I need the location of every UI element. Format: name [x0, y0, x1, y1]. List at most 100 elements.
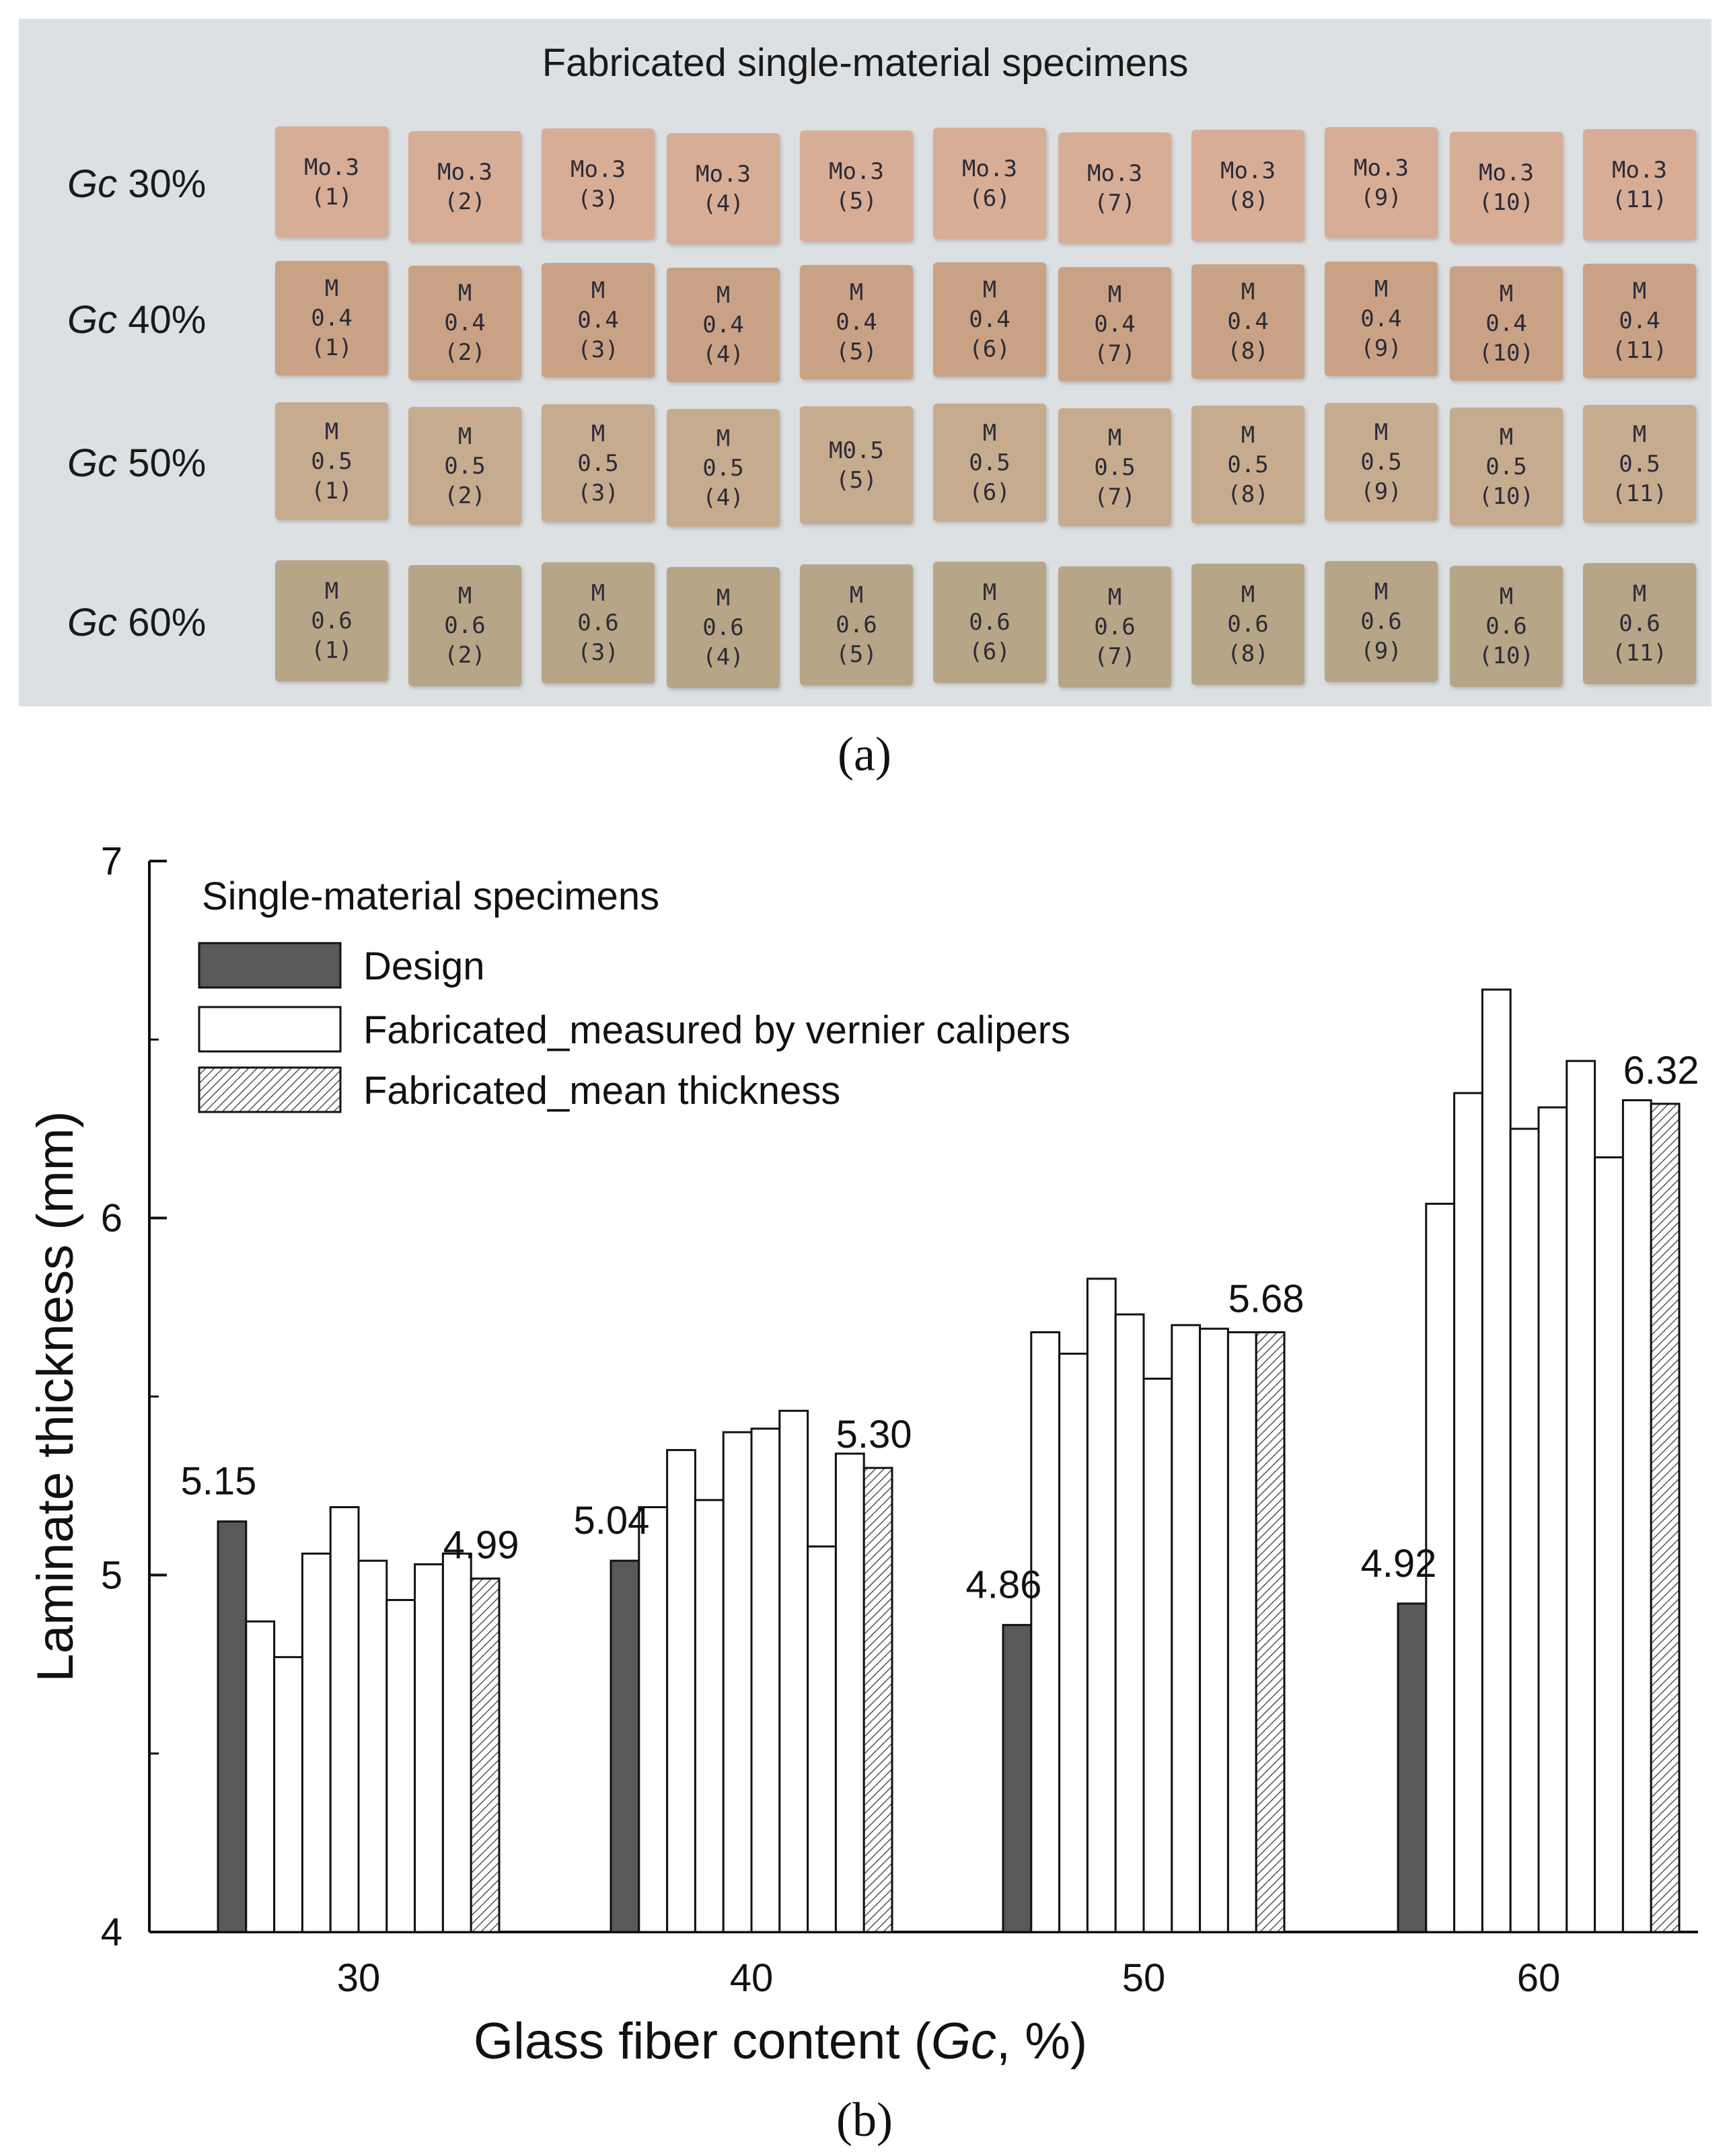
bar-measured	[1142, 1377, 1173, 1933]
bar-measured	[414, 1563, 444, 1933]
specimen-label: Mo.3 (11)	[1612, 156, 1667, 213]
specimen-tile: M 0.6 (9)	[1325, 561, 1438, 682]
specimen-tile: M 0.6 (11)	[1583, 563, 1696, 684]
specimen-label: M 0.4 (5)	[836, 279, 877, 365]
specimen-label: M 0.5 (3)	[577, 420, 619, 507]
specimen-label: Mo.3 (5)	[829, 157, 884, 215]
specimen-label: M 0.4 (3)	[577, 277, 619, 363]
specimen-tile: Mo.3 (7)	[1058, 133, 1171, 244]
bar-measured	[301, 1552, 332, 1933]
bar-mean	[862, 1466, 893, 1933]
y-tick-label: 6	[101, 1197, 122, 1240]
x-tick-label: 60	[1517, 1956, 1561, 2000]
x-tick-label: 40	[730, 1956, 774, 2000]
specimen-label: M 0.5 (11)	[1612, 420, 1667, 507]
bar-measured	[1537, 1106, 1568, 1933]
specimen-tile: M 0.4 (8)	[1191, 264, 1304, 379]
specimen-label: M 0.5 (9)	[1360, 418, 1402, 505]
specimen-label: M 0.5 (6)	[969, 419, 1010, 506]
specimen-tile: M 0.4 (10)	[1450, 266, 1563, 381]
specimen-tile: M 0.4 (5)	[800, 265, 913, 379]
bar-measured	[1030, 1331, 1061, 1933]
legend-label: Design	[363, 944, 485, 988]
thickness-bar-chart: 4 5 6 7 30 5.15 4.99 40 5.04 5.30 50 4.86 5.68 60 4.92…	[27, 840, 1699, 2147]
specimen-label: M 0.4 (2)	[444, 280, 486, 366]
specimen-tile: M 0.5 (11)	[1583, 405, 1696, 523]
specimen-label: M 0.6 (10)	[1479, 583, 1534, 669]
specimen-label: M0.5 (5)	[829, 437, 884, 494]
bar-design	[610, 1559, 640, 1933]
specimen-tile: M 0.6 (5)	[800, 564, 913, 685]
y-tick-label: 4	[101, 1910, 122, 1954]
specimen-tile: M 0.6 (3)	[542, 562, 655, 683]
bar-measured	[1226, 1331, 1257, 1933]
bar-measured	[273, 1656, 303, 1933]
specimen-label: M 0.6 (3)	[577, 580, 619, 666]
specimen-tile: M 0.4 (9)	[1325, 262, 1438, 376]
specimen-tile: Mo.3 (9)	[1325, 127, 1438, 238]
specimen-label: M 0.5 (8)	[1227, 421, 1269, 508]
bar-measured	[1086, 1277, 1117, 1933]
legend-label: Fabricated_measured by vernier calipers	[363, 1008, 1070, 1052]
specimen-tile: M 0.5 (6)	[933, 404, 1046, 521]
specimen-tile: Mo.3 (1)	[275, 126, 388, 237]
label-design: 4.86	[965, 1563, 1041, 1607]
specimen-label: M 0.5 (10)	[1479, 423, 1534, 510]
label-mean: 6.32	[1623, 1049, 1699, 1092]
bar-design	[217, 1520, 248, 1933]
caption-b: (b)	[836, 2093, 893, 2147]
row-label-gc-60: Gc 60%	[67, 601, 207, 644]
specimen-tile: M 0.4 (2)	[408, 266, 521, 380]
row-label-gc-50: Gc 50%	[67, 441, 207, 485]
specimen-label: M 0.5 (4)	[702, 424, 744, 511]
x-tick-label: 50	[1122, 1956, 1166, 2000]
bar-measured	[834, 1452, 865, 1933]
bar-measured	[638, 1506, 669, 1933]
specimen-label: Mo.3 (8)	[1220, 157, 1276, 214]
bar-measured	[385, 1598, 416, 1933]
x-axis-title: Glass fiber content (Gc, %)	[474, 2013, 1087, 2070]
specimen-label: M 0.5 (1)	[311, 418, 353, 505]
bar-measured	[329, 1506, 360, 1933]
bar-mean	[470, 1577, 501, 1933]
specimen-label: M 0.6 (5)	[836, 582, 877, 668]
specimen-label: M 0.4 (4)	[702, 282, 744, 368]
specimen-tile: M 0.6 (1)	[275, 560, 388, 681]
bar-design	[1002, 1624, 1033, 1933]
row-label-gc-30: Gc 30%	[67, 161, 207, 206]
label-mean: 5.68	[1228, 1277, 1304, 1321]
specimen-label: M 0.4 (8)	[1227, 278, 1269, 365]
bar-measured	[722, 1431, 753, 1933]
specimen-label: M 0.4 (11)	[1612, 278, 1667, 364]
specimen-tile: M 0.6 (6)	[933, 562, 1046, 683]
bar-measured	[750, 1427, 781, 1933]
specimen-label: M 0.5 (7)	[1094, 424, 1136, 511]
specimen-tile: M 0.6 (7)	[1058, 566, 1171, 687]
bar-measured	[694, 1499, 725, 1933]
specimen-tile: M 0.5 (4)	[667, 409, 780, 527]
specimen-tile: M 0.5 (9)	[1325, 403, 1438, 521]
y-tick-label: 7	[101, 840, 122, 883]
specimen-label: M 0.6 (7)	[1094, 584, 1136, 670]
specimen-tile: M 0.5 (1)	[275, 402, 388, 520]
specimen-tile: M 0.4 (3)	[542, 263, 655, 377]
bar-measured	[1481, 988, 1512, 1933]
specimen-label: M 0.4 (7)	[1094, 281, 1136, 367]
specimen-label: Mo.3 (9)	[1354, 154, 1409, 211]
y-tick-label: 5	[101, 1553, 122, 1597]
specimen-label: M 0.4 (6)	[969, 276, 1010, 363]
specimen-tile: M 0.4 (7)	[1058, 267, 1171, 381]
specimen-tile: Mo.3 (4)	[667, 133, 780, 244]
specimen-tile: M 0.4 (11)	[1583, 264, 1696, 378]
specimen-tile: M 0.5 (2)	[408, 407, 521, 525]
specimen-tile: Mo.3 (11)	[1583, 129, 1696, 240]
label-mean: 5.30	[836, 1413, 912, 1456]
specimen-label: Mo.3 (2)	[437, 158, 492, 215]
specimen-tile: M 0.5 (7)	[1058, 408, 1171, 526]
specimen-tile: M 0.6 (8)	[1191, 564, 1304, 685]
legend-swatch	[198, 1006, 342, 1053]
legend-swatch	[198, 942, 342, 989]
specimen-label: M 0.6 (6)	[969, 579, 1010, 665]
specimen-tile: Mo.3 (3)	[542, 128, 655, 239]
legend-label: Fabricated_mean thickness	[363, 1069, 840, 1113]
